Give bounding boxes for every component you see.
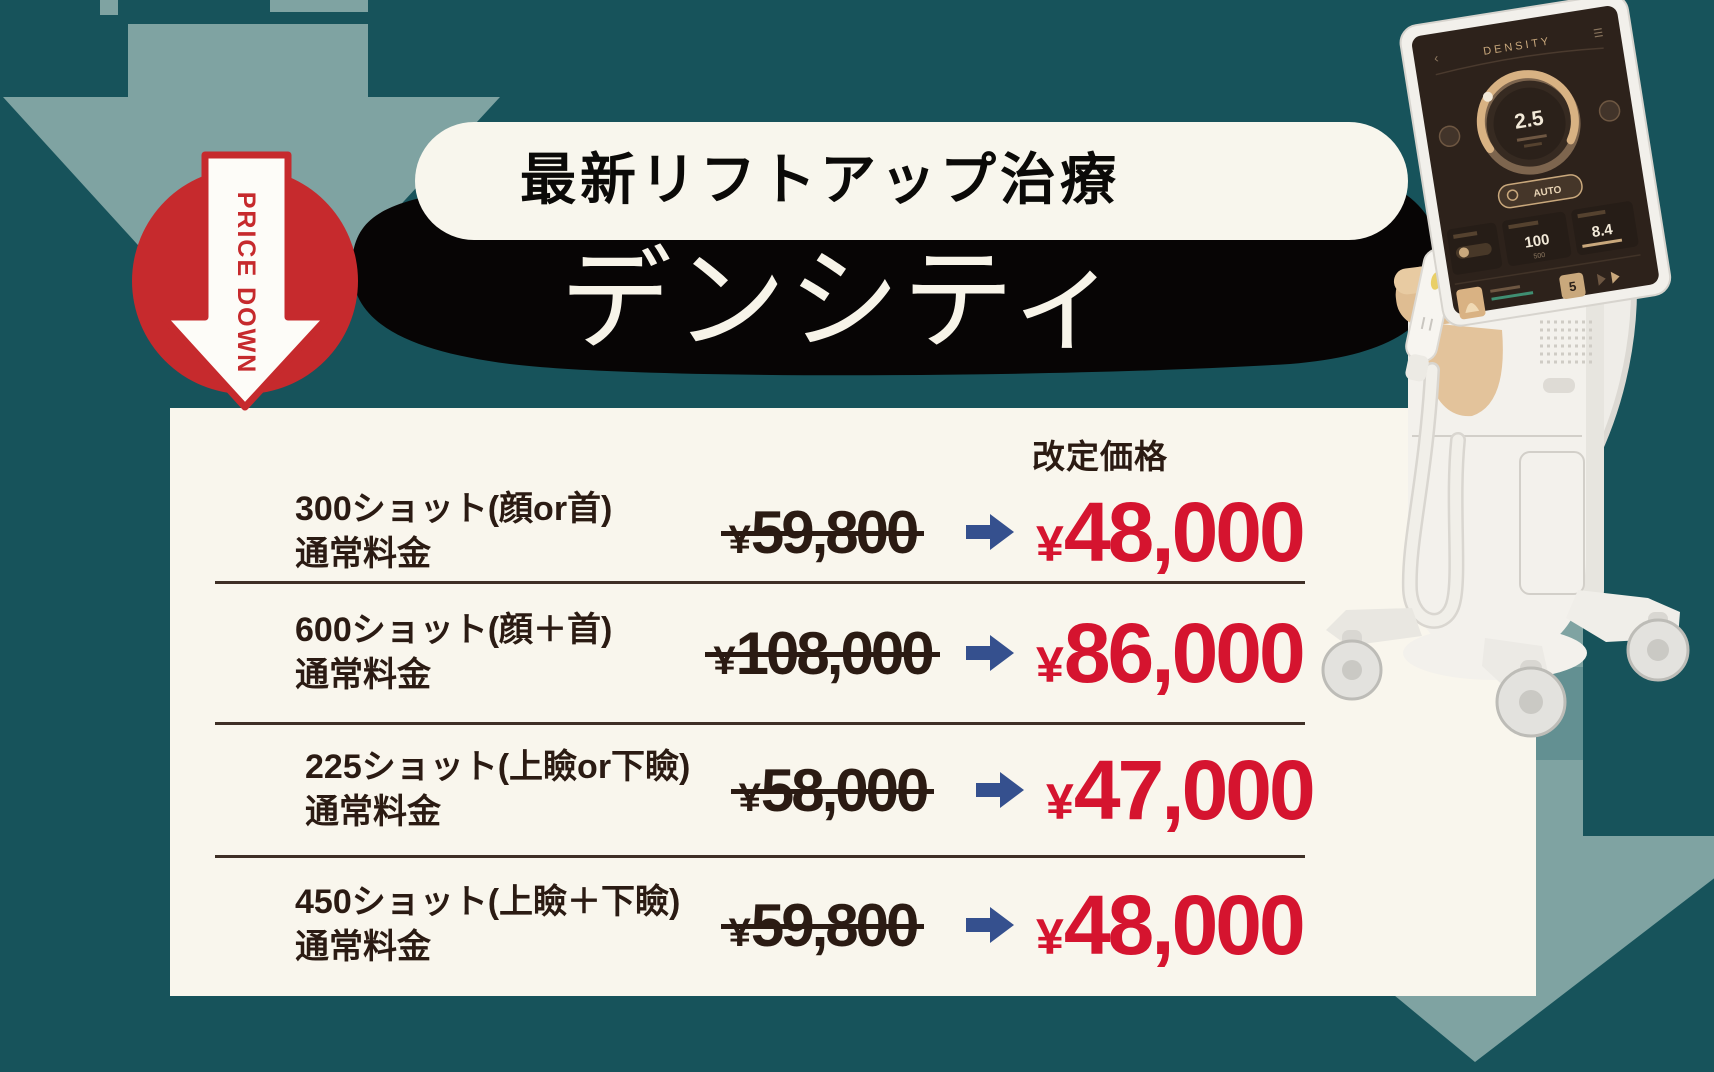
deco-arrow-tab2-icon <box>270 0 368 12</box>
caster-wheel-icon <box>1495 660 1567 738</box>
shot-count-sub: 500 <box>1533 252 1546 261</box>
new-price: ¥47,000 <box>1046 742 1316 837</box>
new-price: ¥86,000 <box>1036 605 1306 700</box>
new-price: ¥48,000 <box>1036 877 1306 972</box>
caster-wheel-icon <box>1626 612 1690 682</box>
new-price: ¥48,000 <box>1036 484 1306 579</box>
level-value: 5 <box>1568 278 1577 294</box>
device-tablet: DENSITY ‹ ☰ 2.5 AUTO 100 <box>1399 0 1672 327</box>
row-label: 225ショット(上瞼or下瞼) 通常料金 <box>305 748 691 831</box>
svg-text:‹: ‹ <box>1433 50 1440 65</box>
shot-count-value: 100 <box>1523 231 1550 252</box>
caster-wheel-icon <box>1321 630 1383 701</box>
price-row-4: 450ショット(上瞼＋下瞼) 通常料金 ¥59,800 ¥48,000 <box>295 865 1355 985</box>
auto-button-label: AUTO <box>1533 184 1563 199</box>
dial-value: 2.5 <box>1513 106 1546 133</box>
header-subtitle-pill: 最新リフトアップ治療 <box>415 122 1408 240</box>
deco-arrow-shaft <box>128 24 368 97</box>
old-price: ¥59,800 <box>720 498 925 566</box>
price-arrow-icon <box>966 635 1014 671</box>
row-label: 300ショット(顔or首) 通常料金 <box>295 490 613 573</box>
price-arrow-icon <box>966 514 1014 550</box>
price-card <box>170 408 1536 996</box>
energy-value: 8.4 <box>1591 221 1615 241</box>
old-price: ¥108,000 <box>705 619 940 687</box>
price-arrow-icon <box>976 772 1024 808</box>
row-divider <box>215 722 1305 725</box>
density-device-illustration: DENSITY ‹ ☰ 2.5 AUTO 100 <box>1321 0 1690 738</box>
deco-arrow-tab-icon <box>100 0 118 15</box>
old-price: ¥58,000 <box>730 756 935 824</box>
old-price: ¥59,800 <box>720 891 925 959</box>
price-row-3: 225ショット(上瞼or下瞼) 通常料金 ¥58,000 ¥47,000 <box>295 730 1355 850</box>
page-title: デンシティ <box>560 240 1124 364</box>
row-label: 450ショット(上瞼＋下瞼) 通常料金 <box>295 883 681 966</box>
price-arrow-icon <box>966 907 1014 943</box>
price-row-2: 600ショット(顔＋首) 通常料金 ¥108,000 ¥86,000 <box>295 593 1355 713</box>
price-down-label: PRICE DOWN <box>232 191 260 375</box>
row-divider <box>215 581 1305 584</box>
svg-text:☰: ☰ <box>1593 27 1605 40</box>
price-down-arrow-icon <box>159 151 332 411</box>
row-divider <box>215 855 1305 858</box>
revised-price-label: 改定価格 <box>1032 438 1168 475</box>
price-row-1: 300ショット(顔or首) 通常料金 ¥59,800 ¥48,000 <box>295 472 1355 592</box>
row-label: 600ショット(顔＋首) 通常料金 <box>295 611 613 694</box>
header-subtitle: 最新リフトアップ治療 <box>520 150 1120 212</box>
